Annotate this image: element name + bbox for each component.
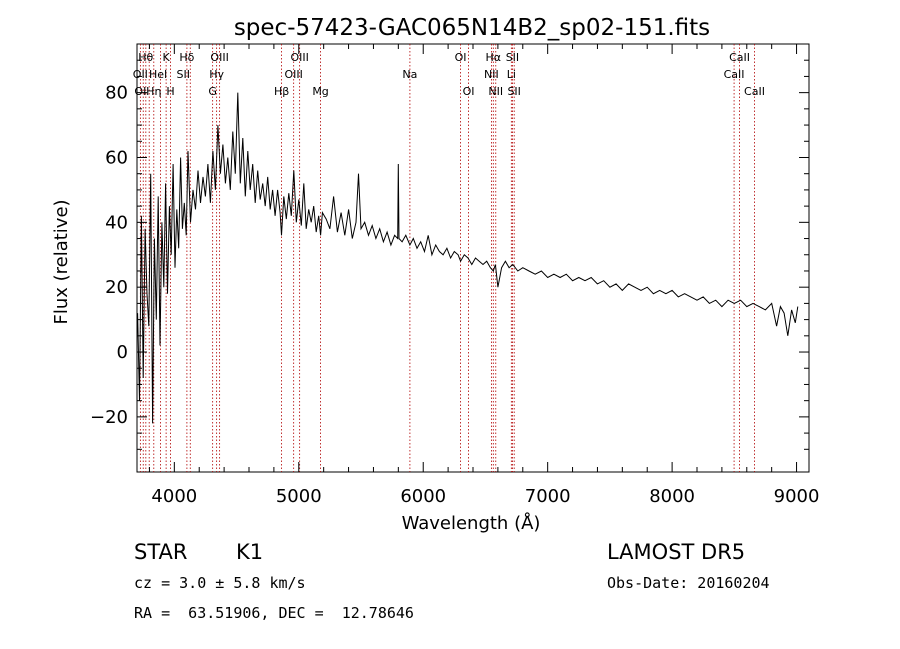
y-axis-ticks: −20 0 20 40 60 80	[90, 59, 809, 450]
observation-date: Obs-Date: 20160204	[607, 574, 770, 592]
spectral-line-label: H	[166, 85, 174, 98]
spectral-line-label: OIII	[290, 51, 308, 64]
ra-dec-coordinates: RA = 63.51906, DEC = 12.78646	[134, 604, 414, 622]
y-tick-label: 80	[105, 83, 128, 104]
y-tick-label: −20	[90, 407, 128, 428]
spectral-line-label: NII	[484, 68, 499, 81]
spectral-line-label: OI	[463, 85, 475, 98]
spectral-line-label: Hη	[146, 85, 161, 98]
spectral-line-label: SII	[507, 85, 520, 98]
spectral-line-label: Li	[507, 68, 516, 81]
x-tick-label: 7000	[525, 486, 571, 507]
spectral-line-markers	[139, 44, 755, 472]
y-tick-label: 0	[117, 342, 128, 363]
y-axis-label: Flux (relative)	[51, 199, 72, 324]
spectral-line-label: Mg	[312, 85, 328, 98]
survey-name: LAMOST DR5	[607, 540, 746, 564]
y-tick-label: 20	[105, 277, 128, 298]
y-tick-label: 60	[105, 147, 128, 168]
spectral-line-label: HeI	[149, 68, 167, 81]
spectral-line-label: OI	[134, 85, 146, 98]
spectral-line-label: CaII	[729, 51, 750, 64]
spectral-line-label: Hδ	[179, 51, 194, 64]
redshift-cz: cz = 3.0 ± 5.8 km/s	[134, 574, 306, 592]
spectral-line-label: Na	[402, 68, 417, 81]
x-tick-label: 8000	[649, 486, 695, 507]
x-tick-label: 5000	[276, 486, 322, 507]
spectral-line-label: CaII	[744, 85, 765, 98]
spectral-line-labels: Hθ K Hδ OIII OIII OI Hα SII CaII OII HeI SII Hγ OIII N…	[133, 51, 765, 98]
object-class: STAR	[134, 540, 188, 564]
spectral-line-label: OIII	[284, 68, 302, 81]
chart-title: spec-57423-GAC065N14B2_sp02-151.fits	[234, 15, 710, 41]
spectral-line-label: OI	[455, 51, 467, 64]
x-axis-label: Wavelength (Å)	[402, 512, 541, 534]
spectral-line-label: CaII	[724, 68, 745, 81]
spectral-line-label: Hβ	[274, 85, 289, 98]
spectral-line-label: NII	[488, 85, 503, 98]
x-tick-label: 4000	[151, 486, 197, 507]
spectral-line-label: OII	[133, 68, 148, 81]
spectral-line-label: SII	[506, 51, 519, 64]
spectral-line-label: K	[163, 51, 171, 64]
spectral-line-label: Hθ	[138, 51, 153, 64]
spectral-line-label: G	[208, 85, 217, 98]
spectral-line-label: Hα	[486, 51, 502, 64]
x-axis-ticks: 4000 5000 6000 7000 8000 9000	[148, 44, 820, 507]
spectrum-series-line	[137, 92, 799, 424]
spectral-line-label: SII	[177, 68, 190, 81]
object-subclass: K1	[236, 540, 264, 564]
spectral-line-label: Hγ	[209, 68, 224, 81]
y-tick-label: 40	[105, 212, 128, 233]
x-tick-label: 9000	[774, 486, 820, 507]
x-tick-label: 6000	[400, 486, 446, 507]
spectral-line-label: OIII	[210, 51, 228, 64]
